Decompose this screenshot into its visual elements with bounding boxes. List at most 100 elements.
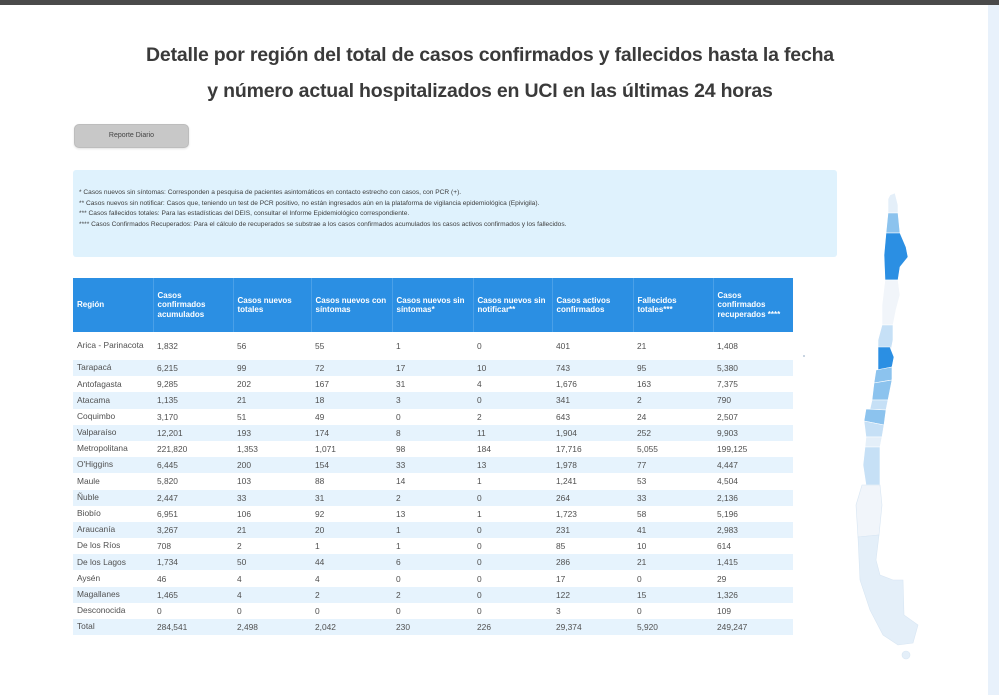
- cell-deaths-total: 33: [633, 489, 713, 506]
- footnote-2: ** Casos nuevos sin notificar: Casos que…: [79, 199, 540, 207]
- table-row: O'Higgins 6,445 200 154 33 13 1,978 77 4,447: [73, 457, 793, 474]
- cell-confirmed-cumulative: 6,951: [157, 508, 178, 519]
- cell-new-symptomatic: 4: [315, 573, 320, 584]
- cell-region: Magallanes: [73, 586, 153, 603]
- map-region-magallanes: [857, 534, 919, 646]
- cell-region: Araucanía: [73, 521, 153, 539]
- cell-deaths-total: 41: [633, 521, 713, 539]
- cell-recovered: 1,415: [713, 554, 793, 571]
- cell-region: Maule: [77, 475, 100, 486]
- cell-new-total: 200: [233, 457, 311, 474]
- cell-confirmed-cumulative: 1,832: [157, 341, 178, 351]
- cell-new-unreported: 0: [473, 392, 552, 409]
- cell-confirmed-cumulative: 708: [157, 541, 171, 552]
- cell-confirmed-cumulative: 9,285: [157, 379, 178, 390]
- header-deaths-total: Fallecidos totales***: [633, 278, 714, 332]
- header-new-unreported: Casos nuevos sin notificar**: [473, 278, 553, 332]
- table-row: Araucanía 3,267 21 20 1 0 231 41 2,983: [73, 521, 793, 539]
- cell-new-unreported: 1: [477, 476, 482, 487]
- cell-active-confirmed: 1,904: [552, 424, 633, 441]
- cell-new-asymptomatic: 1: [396, 541, 401, 552]
- table-row: De los Lagos 1,734 50 44 6 0 286 21 1,415: [73, 554, 793, 571]
- map-region-antofagasta: [883, 232, 909, 281]
- cell-new-symptomatic: 2: [311, 586, 392, 603]
- map-region-tarapaca: [885, 212, 901, 234]
- cell-region: Total: [73, 619, 153, 636]
- cell-new-unreported: 0: [473, 586, 552, 603]
- cell-confirmed-cumulative: 1,135: [153, 392, 233, 409]
- header-new-asymptomatic: Casos nuevos sin síntomas*: [392, 278, 474, 332]
- header-recovered: Casos confirmados recuperados ****: [713, 278, 793, 332]
- cell-region: Metropolitana: [77, 443, 128, 454]
- window-top-bar: [0, 0, 999, 5]
- cell-recovered: 1,326: [713, 586, 793, 603]
- cell-new-unreported: 2: [477, 411, 482, 422]
- cell-recovered: 29: [717, 573, 727, 584]
- cell-recovered: 2,983: [713, 521, 793, 539]
- cell-new-unreported: 11: [473, 424, 552, 441]
- table-row: Biobío 6,951 106 92 13 1 1,723 58 5,196: [73, 506, 793, 522]
- cell-new-total: 33: [233, 489, 311, 506]
- daily-report-button[interactable]: Reporte Diario: [74, 124, 189, 148]
- cell-confirmed-cumulative: 5,820: [157, 476, 178, 487]
- map-region-atacama: [881, 279, 901, 326]
- table-header-row: Región Casos confirmados acumulados Caso…: [73, 278, 793, 332]
- cell-new-total: 4: [237, 573, 242, 584]
- cell-confirmed-cumulative: 3,267: [153, 521, 233, 539]
- report-page: Detalle por región del total de casos co…: [0, 5, 988, 695]
- cell-new-total: 21: [233, 392, 311, 409]
- cell-active-confirmed: 1,978: [552, 457, 633, 474]
- footnote-1: * Casos nuevos sin síntomas: Corresponde…: [79, 189, 462, 196]
- cell-new-asymptomatic: 2: [392, 489, 473, 506]
- cell-deaths-total: 77: [633, 457, 713, 474]
- cell-region: Valparaíso: [73, 424, 153, 441]
- cell-new-total: 103: [237, 476, 251, 487]
- cell-active-confirmed: 1,723: [556, 508, 577, 519]
- cell-new-total: 56: [237, 341, 247, 351]
- cell-deaths-total: 0: [637, 605, 642, 616]
- cell-region: Antofagasta: [77, 378, 122, 389]
- cell-new-symptomatic: 88: [315, 476, 325, 487]
- scrollbar-track[interactable]: [988, 5, 999, 695]
- cell-confirmed-cumulative: 221,820: [157, 444, 188, 455]
- cell-new-total: 1,353: [237, 444, 258, 455]
- table-body: Arica - Parinacota 1,832 56 55 1 0 401 21 1,408 T…: [73, 332, 793, 636]
- cell-active-confirmed: 122: [552, 586, 633, 603]
- cell-recovered: 199,125: [717, 444, 748, 455]
- cell-new-unreported: 1: [477, 508, 482, 519]
- cell-recovered: 5,196: [717, 508, 738, 519]
- cell-new-unreported: 0: [477, 541, 482, 552]
- table-row: Atacama 1,135 21 18 3 0 341 2 790: [73, 392, 793, 409]
- cell-new-total: 193: [233, 424, 311, 441]
- cell-new-symptomatic: 92: [315, 508, 325, 519]
- cell-new-unreported: 0: [473, 489, 552, 506]
- cell-recovered: 2,136: [713, 489, 793, 506]
- cell-new-unreported: 184: [477, 444, 491, 455]
- footnote-4: **** Casos Confirmados Recuperados: Para…: [79, 220, 567, 228]
- cell-new-symptomatic: 20: [311, 521, 392, 539]
- cell-recovered: 614: [717, 541, 731, 552]
- cell-region: Aysén: [77, 572, 101, 583]
- footnotes-panel: * Casos nuevos sin síntomas: Corresponde…: [73, 170, 837, 257]
- cell-deaths-total: 21: [637, 341, 647, 351]
- cell-region: Tarapacá: [73, 360, 153, 377]
- cell-new-total: 0: [237, 605, 242, 616]
- map-region-metropolitana: [877, 346, 895, 371]
- cell-confirmed-cumulative: 46: [157, 573, 167, 584]
- cell-deaths-total: 15: [633, 586, 713, 603]
- cell-recovered: 9,903: [713, 424, 793, 441]
- table-row: Valparaíso 12,201 193 174 8 11 1,904 252 9,903: [73, 424, 793, 441]
- map-region-los-rios: [864, 436, 883, 448]
- map-region-arica: [887, 192, 899, 214]
- cell-new-asymptomatic: 31: [396, 379, 406, 390]
- cell-confirmed-cumulative: 1,734: [153, 554, 233, 571]
- cell-new-asymptomatic: 2: [392, 586, 473, 603]
- cell-new-symptomatic: 55: [315, 341, 325, 351]
- cell-confirmed-cumulative: 6,215: [153, 360, 233, 377]
- cell-new-total: 2,498: [233, 619, 311, 636]
- cell-new-total: 99: [233, 360, 311, 377]
- cell-confirmed-cumulative: 2,447: [153, 489, 233, 506]
- cell-deaths-total: 163: [637, 379, 651, 390]
- cell-new-total: 202: [237, 379, 251, 390]
- cell-active-confirmed: 341: [552, 392, 633, 409]
